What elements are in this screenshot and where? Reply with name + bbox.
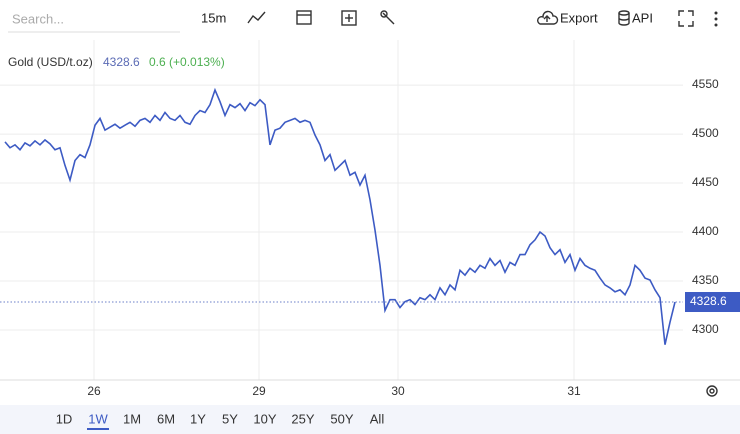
range-button[interactable]: 1W [88,411,108,426]
range-button[interactable]: 5Y [222,411,238,426]
y-tick-label: 4350 [692,273,719,287]
range-button[interactable]: 10Y [253,411,276,426]
export-icon[interactable] [537,10,559,25]
y-tick-label: 4500 [692,126,719,140]
last-price-box [685,292,740,313]
api-icon[interactable] [618,10,630,26]
interval-button[interactable]: 15m [201,10,226,25]
range-button[interactable]: All [370,411,385,426]
y-tick-label: 4550 [692,77,719,91]
range-buttons: 1D 1W 1M 6M 1Y 5Y 10Y 25Y 50Y All [56,411,385,430]
x-tick-label: 29 [252,384,266,398]
y-tick-label: 4400 [692,224,719,238]
calendar-icon[interactable] [296,10,312,25]
legend-price: 4328.6 [103,55,140,69]
range-button[interactable]: 25Y [291,411,314,426]
plot-area: 4300 4350 4400 4450 4500 4550 26 29 30 31 4328.6 [0,40,740,398]
y-tick-label: 4300 [692,322,719,336]
range-bar [0,405,740,434]
y-tick-label: 4450 [692,175,719,189]
toolbar: Search... 15m Export API [8,10,718,33]
settings-icon[interactable] [706,385,718,397]
range-button[interactable]: 6M [157,411,175,426]
tools-icon[interactable] [380,10,395,25]
menu-icon[interactable] [714,11,718,27]
legend-change: 0.6 (+0.013%) [149,55,225,69]
last-price-label: 4328.6 [690,294,727,308]
range-button[interactable]: 1Y [190,411,206,426]
range-button[interactable]: 1M [123,411,141,426]
fullscreen-icon[interactable] [678,10,694,27]
export-button[interactable]: Export [560,10,598,25]
legend-title: Gold (USD/t.oz) [8,55,93,69]
search-input[interactable]: Search... [12,11,64,26]
price-line [4,87,676,345]
x-tick-label: 31 [567,384,581,398]
x-tick-label: 30 [391,384,405,398]
range-button[interactable]: 50Y [330,411,353,426]
x-tick-label: 26 [87,384,101,398]
chart-type-icon[interactable] [247,11,266,24]
add-icon[interactable] [341,10,357,26]
api-button[interactable]: API [632,10,653,25]
range-button[interactable]: 1D [56,411,73,426]
